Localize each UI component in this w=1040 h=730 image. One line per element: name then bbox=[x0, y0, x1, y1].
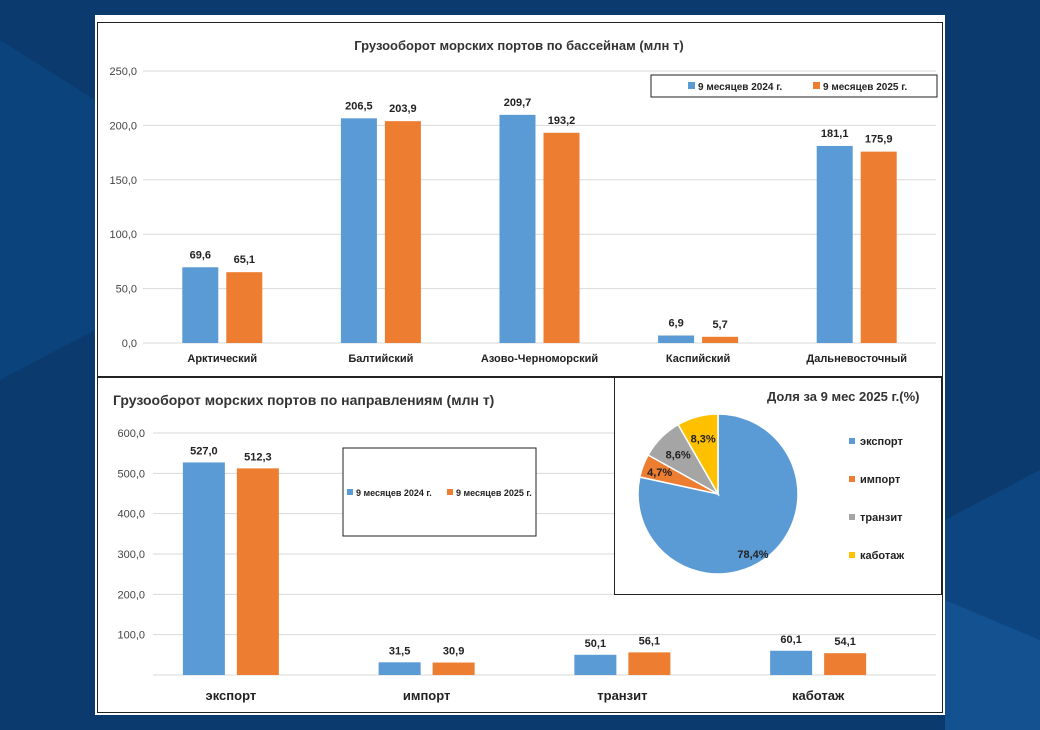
bar bbox=[658, 335, 695, 343]
bar bbox=[182, 462, 225, 675]
legend-label: 9 месяцев 2024 г. bbox=[356, 488, 432, 498]
bar bbox=[378, 662, 421, 675]
bar bbox=[499, 114, 536, 343]
slide: Грузооборот морских портов по бассейнам … bbox=[95, 15, 945, 715]
bar bbox=[824, 653, 867, 675]
legend-swatch bbox=[813, 82, 820, 89]
bar bbox=[702, 336, 739, 343]
data-label: 54,1 bbox=[834, 636, 855, 648]
x-category-label: каботаж bbox=[792, 688, 845, 703]
basin-bar-chart: Грузооборот морских портов по бассейнам … bbox=[109, 38, 938, 365]
data-label: 193,2 bbox=[548, 115, 576, 127]
bar bbox=[384, 121, 421, 343]
legend-swatch bbox=[688, 82, 695, 89]
data-label: 175,9 bbox=[865, 134, 893, 146]
legend-swatch bbox=[849, 476, 855, 482]
bar bbox=[860, 151, 897, 343]
basin-chart-panel: Грузооборот морских портов по бассейнам … bbox=[97, 22, 943, 377]
x-category-label: Арктический bbox=[187, 353, 257, 365]
data-label: 6,9 bbox=[668, 317, 683, 329]
legend-label: 9 месяцев 2025 г. bbox=[823, 82, 907, 93]
bar bbox=[432, 662, 475, 675]
legend-label: каботаж bbox=[860, 550, 904, 562]
share-pie-panel: Доля за 9 мес 2025 г.(%) 78,4% 4,7% 8,6% 8,3… bbox=[614, 377, 942, 595]
data-label: 69,6 bbox=[190, 249, 211, 261]
legend-box bbox=[650, 74, 938, 98]
bar bbox=[182, 267, 219, 343]
x-category-label: экспорт bbox=[206, 688, 257, 703]
data-label: 5,7 bbox=[712, 319, 727, 331]
x-category-label: транзит bbox=[597, 688, 647, 703]
data-label: 512,3 bbox=[244, 451, 272, 463]
x-category-label: Балтийский bbox=[348, 353, 413, 365]
data-label: 203,9 bbox=[389, 103, 417, 115]
data-label: 65,1 bbox=[234, 254, 255, 266]
data-label: 50,1 bbox=[585, 638, 606, 650]
slice-label: 8,3% bbox=[691, 433, 716, 445]
legend-box bbox=[342, 447, 537, 537]
y-tick-label: 300,0 bbox=[117, 549, 145, 561]
y-tick-label: 400,0 bbox=[117, 509, 145, 521]
bar bbox=[340, 118, 377, 343]
x-category-label: Дальневосточный bbox=[806, 353, 907, 365]
x-category-label: Каспийский bbox=[666, 353, 730, 365]
bar bbox=[543, 132, 580, 343]
data-label: 60,1 bbox=[780, 634, 801, 646]
y-tick-label: 600,0 bbox=[117, 428, 145, 440]
y-tick-label: 100,0 bbox=[109, 229, 137, 241]
bar bbox=[770, 650, 813, 675]
y-tick-label: 100,0 bbox=[117, 630, 145, 642]
slice-label: 4,7% bbox=[647, 467, 672, 479]
y-tick-label: 50,0 bbox=[116, 284, 137, 296]
chart-title: Грузооборот морских портов по бассейнам … bbox=[354, 38, 683, 53]
pie-slice bbox=[677, 413, 719, 497]
chart-title: Грузооборот морских портов по направлени… bbox=[113, 392, 494, 408]
chart-title: Доля за 9 мес 2025 г.(%) bbox=[767, 389, 919, 404]
bar bbox=[816, 145, 853, 343]
x-category-label: импорт bbox=[403, 688, 451, 703]
legend-label: 9 месяцев 2024 г. bbox=[698, 82, 782, 93]
y-tick-label: 150,0 bbox=[109, 175, 137, 187]
data-label: 31,5 bbox=[389, 645, 410, 657]
bar bbox=[574, 654, 617, 675]
bar bbox=[628, 652, 671, 675]
data-label: 56,1 bbox=[639, 635, 660, 647]
legend-label: импорт bbox=[860, 474, 901, 486]
y-tick-label: 200,0 bbox=[109, 120, 137, 132]
data-label: 30,9 bbox=[443, 646, 464, 658]
data-label: 181,1 bbox=[821, 128, 849, 140]
data-label: 209,7 bbox=[504, 97, 532, 109]
bar bbox=[226, 272, 263, 343]
legend-swatch bbox=[447, 489, 453, 495]
y-tick-label: 250,0 bbox=[109, 66, 137, 78]
x-category-label: Азово-Черноморский bbox=[481, 353, 598, 365]
slice-label: 78,4% bbox=[737, 549, 768, 561]
y-tick-label: 500,0 bbox=[117, 468, 145, 480]
share-pie-chart: Доля за 9 мес 2025 г.(%) 78,4% 4,7% 8,6%8,3… bbox=[637, 389, 919, 575]
legend-label: экспорт bbox=[860, 436, 903, 448]
y-tick-label: 200,0 bbox=[117, 589, 145, 601]
data-label: 206,5 bbox=[345, 100, 373, 112]
legend-label: 9 месяцев 2025 г. bbox=[456, 488, 532, 498]
legend-swatch bbox=[849, 514, 855, 520]
legend-swatch bbox=[849, 552, 855, 558]
legend-swatch bbox=[849, 438, 855, 444]
y-tick-label: 0,0 bbox=[122, 338, 137, 350]
slice-label: 8,6% bbox=[666, 450, 691, 462]
bar bbox=[236, 468, 279, 675]
legend-label: транзит bbox=[860, 512, 903, 524]
legend-swatch bbox=[347, 489, 353, 495]
data-label: 527,0 bbox=[190, 445, 218, 457]
